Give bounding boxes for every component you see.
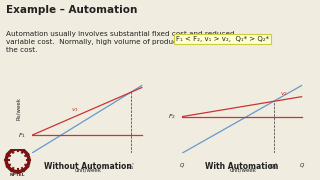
Text: $v_2$: $v_2$: [280, 90, 288, 98]
Text: $v_1$: $v_1$: [71, 106, 79, 114]
Text: Example – Automation: Example – Automation: [6, 5, 138, 15]
Text: unit/week: unit/week: [75, 168, 101, 173]
Text: NPTEL: NPTEL: [10, 173, 25, 177]
Text: F₁ < F₂, v₁ > v₂,  Q₁* > Q₂*: F₁ < F₂, v₁ > v₂, Q₁* > Q₂*: [176, 36, 269, 42]
Text: $F_1$: $F_1$: [19, 131, 26, 140]
Text: $Q_2^*$: $Q_2^*$: [269, 161, 278, 172]
Text: $Q$: $Q$: [299, 161, 305, 169]
Text: Without Automation: Without Automation: [44, 162, 132, 171]
Text: $Q$: $Q$: [179, 161, 186, 169]
Text: Automation usually involves substantial fixed cost and reduced
variable cost.  N: Automation usually involves substantial …: [6, 31, 238, 53]
Text: $F_2$: $F_2$: [168, 112, 176, 121]
Circle shape: [9, 151, 27, 169]
Text: $Q_1^*$: $Q_1^*$: [126, 161, 135, 172]
Text: unit/week: unit/week: [230, 168, 257, 173]
Circle shape: [5, 148, 30, 173]
Text: Rs/week: Rs/week: [16, 97, 21, 120]
Text: With Automation: With Automation: [205, 162, 278, 171]
